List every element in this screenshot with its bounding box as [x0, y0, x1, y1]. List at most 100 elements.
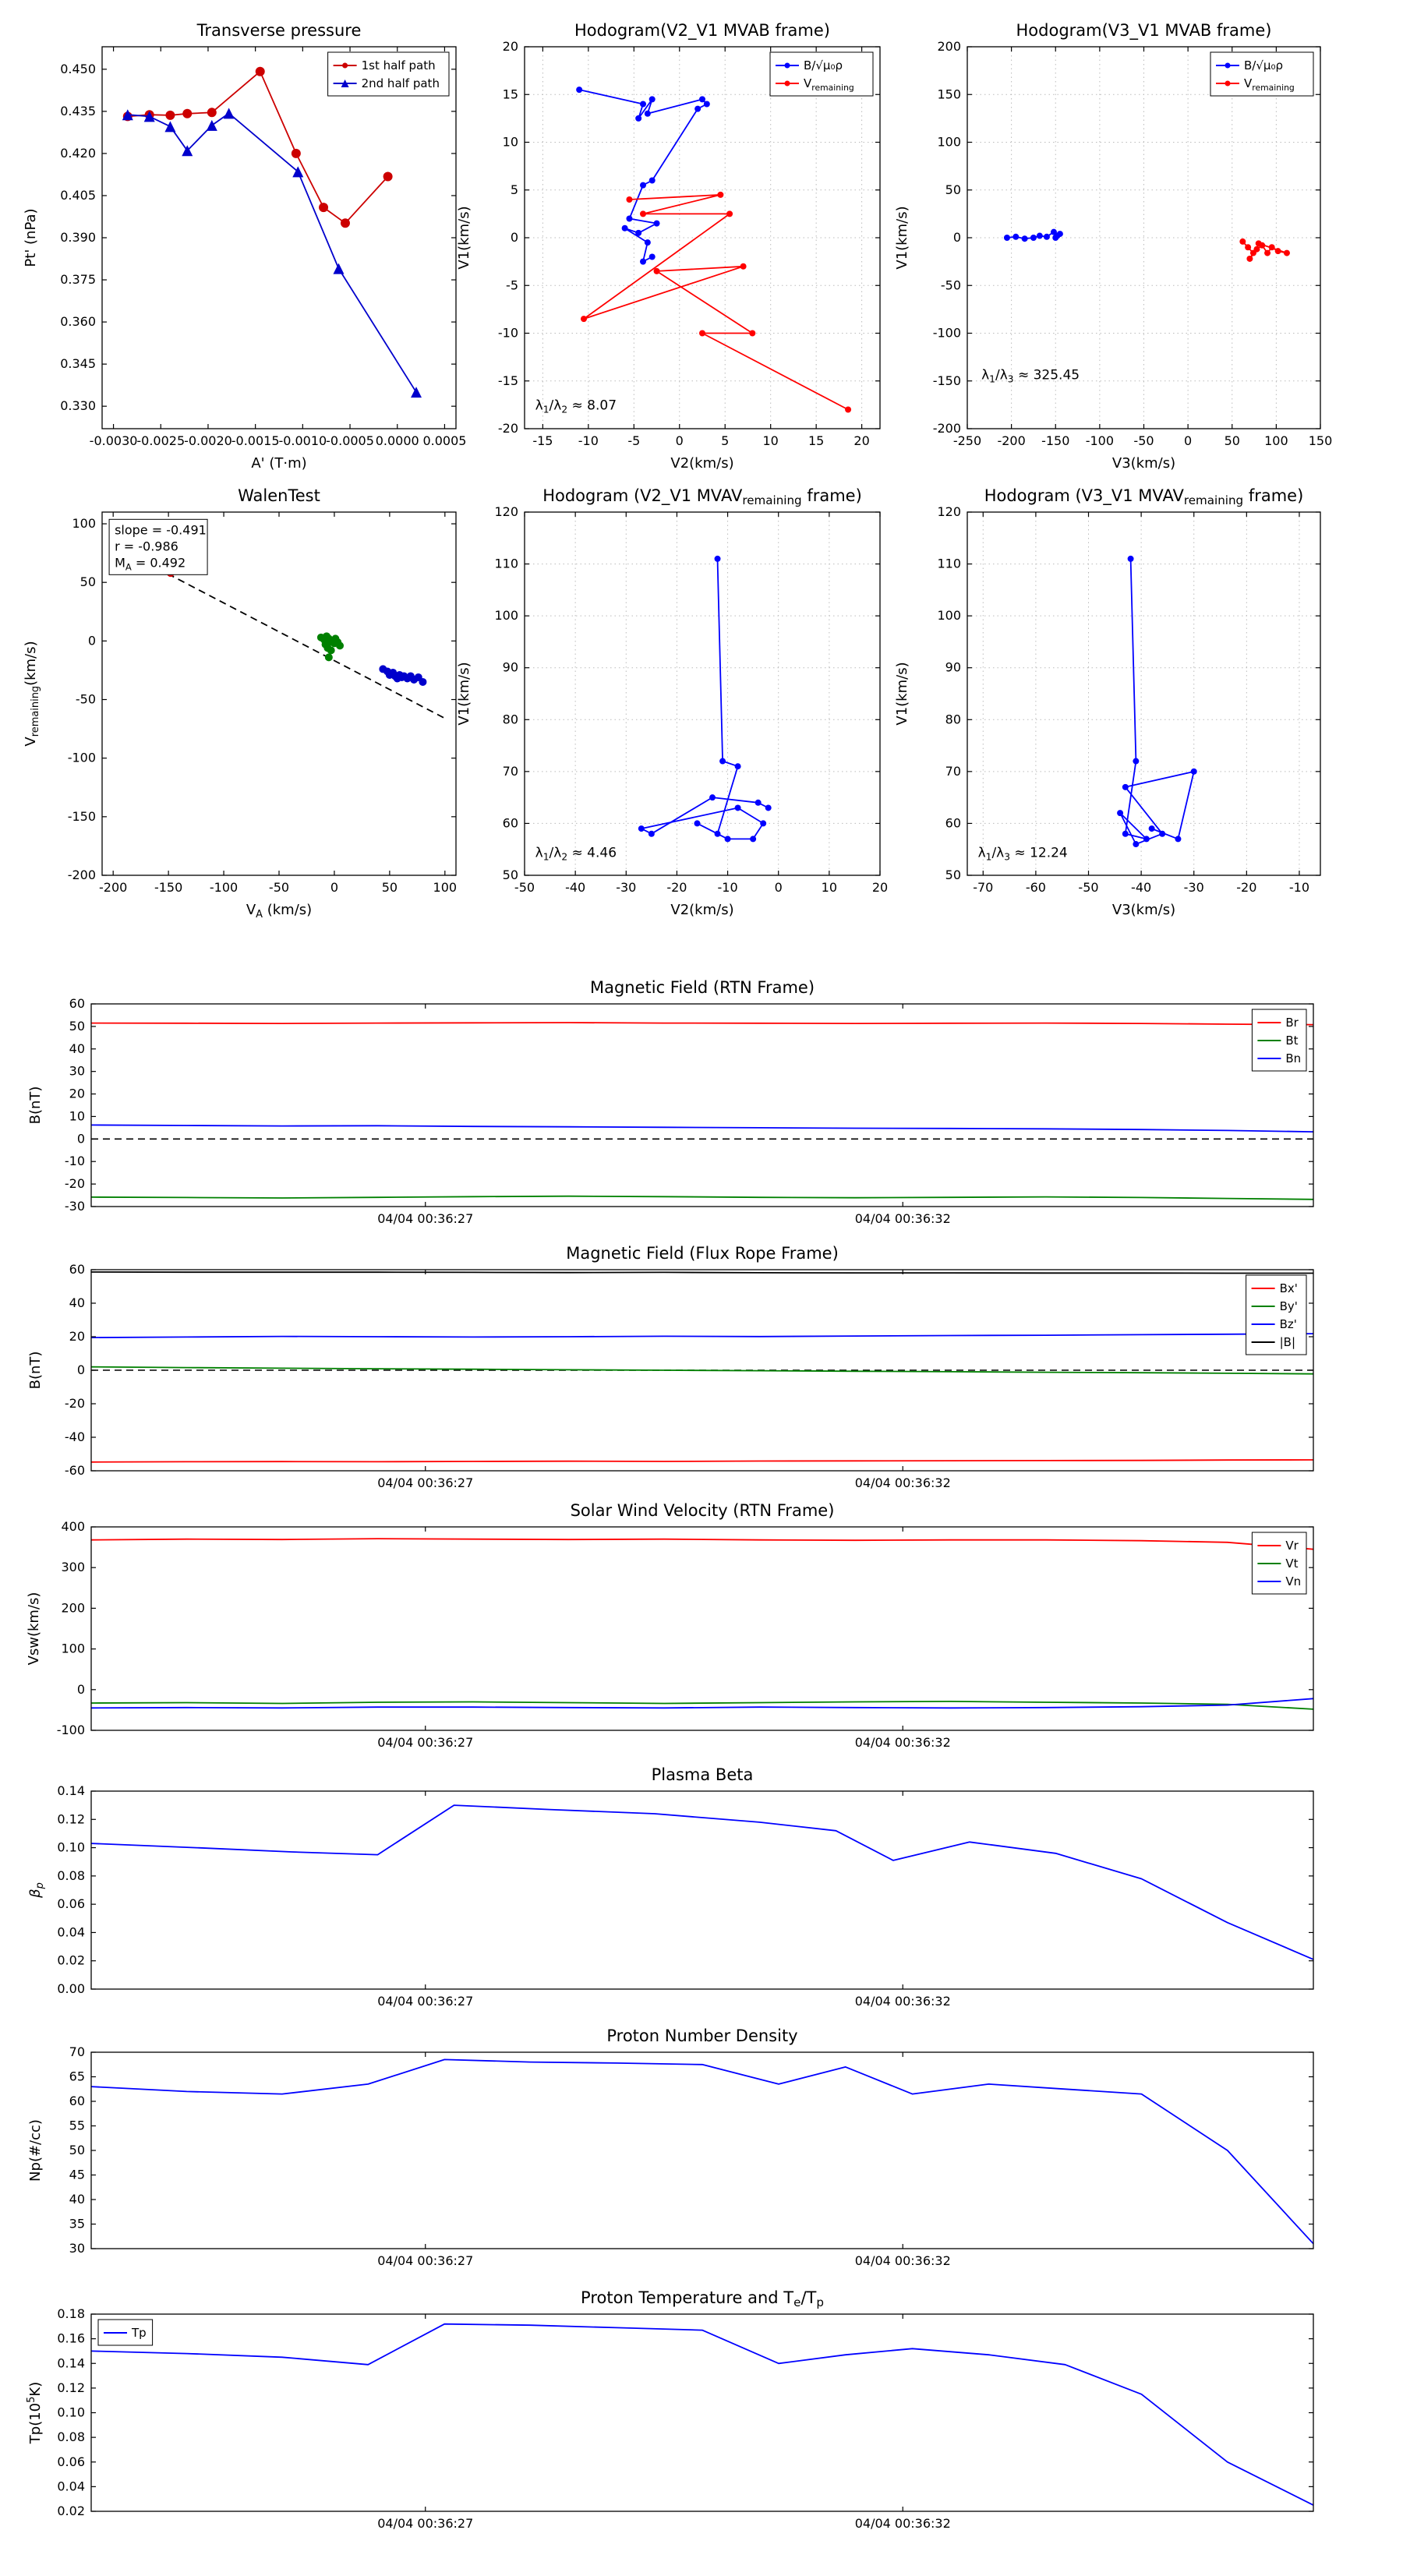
svg-text:0.14: 0.14	[57, 1783, 85, 1798]
svg-text:0.10: 0.10	[57, 2405, 85, 2420]
svg-text:110: 110	[494, 557, 518, 571]
svg-text:15: 15	[808, 433, 824, 448]
svg-text:100: 100	[433, 880, 458, 895]
chart-title: Transverse pressure	[196, 21, 362, 40]
svg-text:04/04 00:36:27: 04/04 00:36:27	[377, 1735, 473, 1750]
svg-text:20: 20	[503, 39, 518, 54]
chart-plasma-beta: 04/04 00:36:27 04/04 00:36:32 0.00 0.02 0.04…	[27, 1765, 1314, 2009]
svg-text:100: 100	[1264, 433, 1288, 448]
svg-text:-20: -20	[666, 880, 687, 895]
svg-text:-20: -20	[498, 421, 518, 436]
svg-text:0.16: 0.16	[57, 2331, 85, 2346]
svg-text:-20: -20	[65, 1396, 85, 1411]
legend: Tp	[97, 2319, 154, 2346]
svg-text:-0.0015: -0.0015	[231, 433, 280, 448]
svg-text:15: 15	[503, 87, 518, 101]
y-axis-label: Vsw(km/s)	[26, 1592, 42, 1666]
svg-text:50: 50	[382, 880, 398, 895]
svg-text:-200: -200	[68, 868, 96, 882]
x-axis-label: V2(km/s)	[670, 902, 733, 918]
svg-text:-10: -10	[498, 326, 518, 341]
svg-text:-150: -150	[933, 373, 961, 388]
svg-text:-20: -20	[1236, 880, 1256, 895]
svg-text:20: 20	[69, 1329, 85, 1344]
svg-text:-30: -30	[65, 1199, 85, 1214]
svg-text:-50: -50	[269, 880, 289, 895]
svg-text:-0.0005: -0.0005	[326, 433, 374, 448]
svg-text:120: 120	[937, 504, 961, 519]
x-axis-label: V2(km/s)	[670, 455, 733, 472]
svg-text:-30: -30	[1184, 880, 1204, 895]
svg-text:20: 20	[853, 433, 869, 448]
plot-frame	[524, 511, 881, 876]
ticks: 04/04 00:36:27 04/04 00:36:32 -60 -40 -20 0 20…	[65, 1262, 1313, 1490]
svg-text:-50: -50	[1133, 433, 1154, 448]
series-Br	[90, 1022, 1314, 1026]
svg-text:70: 70	[945, 764, 961, 779]
svg-text:50: 50	[945, 182, 961, 197]
svg-text:Tp: Tp	[131, 2326, 147, 2340]
svg-text:20: 20	[69, 1087, 85, 1101]
y-axis-label: V1(km/s)	[456, 206, 472, 269]
svg-text:-150: -150	[1041, 433, 1069, 448]
svg-text:45: 45	[69, 2168, 85, 2182]
svg-text:-150: -150	[68, 809, 96, 824]
y-axis-label: V1(km/s)	[894, 206, 910, 269]
svg-text:|B|: |B|	[1280, 1335, 1295, 1349]
svg-text:0.390: 0.390	[60, 230, 96, 245]
svg-text:λ1/λ3 ≈ 12.24: λ1/λ3 ≈ 12.24	[978, 846, 1068, 863]
svg-text:150: 150	[1309, 433, 1333, 448]
chart-transverse-pressure: -0.0030-0.0025-0.0020-0.0015-0.0010-0.00…	[23, 21, 466, 472]
chart-solar-wind-velocity-rtn: 04/04 00:36:27 04/04 00:36:32 -100 0 100 200 3…	[26, 1501, 1314, 1750]
svg-text:40: 40	[69, 1041, 85, 1056]
svg-text:0.06: 0.06	[57, 1896, 85, 1911]
svg-text:Br: Br	[1285, 1016, 1299, 1030]
svg-text:60: 60	[503, 815, 518, 830]
svg-text:-50: -50	[941, 277, 961, 292]
svg-text:-0.0020: -0.0020	[184, 433, 232, 448]
svg-text:Vt: Vt	[1285, 1557, 1298, 1571]
chart-title: Magnetic Field (RTN Frame)	[590, 978, 815, 997]
ticks: -250 -200 -150 -100 -50 0 50 100 150-200-150-100…	[933, 39, 1333, 448]
svg-text:Bn: Bn	[1285, 1051, 1301, 1065]
svg-text:0: 0	[77, 1131, 85, 1146]
ticks: 04/04 00:36:27 04/04 00:36:32 -30 -20 -10 0 10…	[65, 996, 1313, 1226]
svg-text:0: 0	[330, 880, 338, 895]
svg-text:0.0005: 0.0005	[422, 433, 466, 448]
svg-text:0.12: 0.12	[57, 1811, 85, 1826]
svg-text:λ1/λ3 ≈ 325.45: λ1/λ3 ≈ 325.45	[981, 367, 1080, 384]
svg-text:100: 100	[61, 1641, 85, 1656]
svg-text:-250: -250	[953, 433, 981, 448]
legend: 1st half path 2nd half path	[327, 51, 450, 97]
series-s3	[379, 665, 427, 686]
svg-text:90: 90	[503, 660, 518, 675]
svg-text:0: 0	[77, 1682, 85, 1697]
chart-hodogram-v2v1-mvab: -15 -10 -5 0 5 10 15 20 -20 -15 -10 -5 0 5 10 15 20 Hodog…	[456, 21, 881, 472]
svg-text:-70: -70	[973, 880, 993, 895]
svg-text:B/√μ₀ρ: B/√μ₀ρ	[804, 58, 843, 72]
svg-text:70: 70	[69, 2044, 85, 2059]
svg-text:Bz': Bz'	[1280, 1317, 1297, 1331]
svg-text:300: 300	[61, 1560, 85, 1574]
series-s2	[316, 632, 345, 662]
svg-text:-60: -60	[65, 1463, 85, 1478]
svg-text:-5: -5	[627, 433, 640, 448]
svg-text:50: 50	[80, 574, 96, 589]
series-B/√μ₀ρ	[576, 87, 710, 265]
svg-text:5: 5	[511, 182, 518, 197]
svg-text:10: 10	[763, 433, 779, 448]
svg-text:100: 100	[494, 608, 518, 623]
svg-text:04/04 00:36:27: 04/04 00:36:27	[377, 1211, 473, 1226]
svg-text:55: 55	[69, 2118, 85, 2133]
series-s0	[638, 555, 772, 843]
svg-text:-0.0025: -0.0025	[136, 433, 185, 448]
chart-magnetic-field-rtn: 04/04 00:36:27 04/04 00:36:32 -30 -20 -10 0 10…	[27, 978, 1314, 1226]
svg-text:-100: -100	[1086, 433, 1114, 448]
legend: Bx' By' Bz' |B|	[1246, 1274, 1307, 1355]
svg-text:-60: -60	[1026, 880, 1046, 895]
chart-proton-number-density: 04/04 00:36:27 04/04 00:36:32 30 35 40 45 50 55…	[27, 2027, 1314, 2268]
x-axis-label: VA (km/s)	[246, 902, 312, 921]
svg-text:0.08: 0.08	[57, 1868, 85, 1883]
svg-text:65: 65	[69, 2069, 85, 2084]
